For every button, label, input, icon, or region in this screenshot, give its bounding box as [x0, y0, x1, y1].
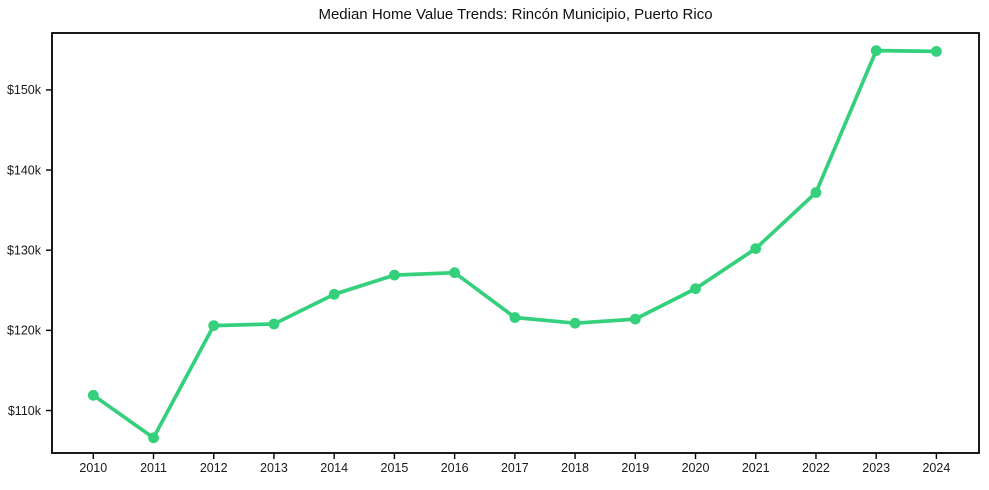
data-point	[148, 432, 159, 444]
data-point	[328, 288, 340, 300]
x-tick-label: 2024	[922, 461, 950, 475]
x-tick-label: 2010	[79, 461, 107, 475]
plot-frame	[51, 32, 980, 454]
y-tick-label: $140k	[7, 163, 42, 177]
x-tick-label: 2017	[501, 461, 529, 475]
data-point	[870, 45, 882, 56]
x-tick-label: 2015	[381, 461, 409, 475]
x-tick-label: 2019	[621, 461, 649, 475]
data-point	[449, 267, 460, 279]
data-point	[509, 312, 521, 323]
y-tick-label: $110k	[8, 404, 42, 418]
data-point	[931, 46, 942, 57]
data-point	[750, 243, 762, 255]
x-tick-label: 2023	[862, 461, 890, 475]
trend-line	[91, 48, 939, 440]
data-point	[690, 283, 701, 295]
x-tick-label: 2014	[320, 461, 348, 475]
x-tick-label: 2020	[682, 461, 710, 475]
data-point	[208, 320, 220, 331]
x-tick-label: 2021	[742, 461, 770, 475]
data-point	[810, 187, 822, 198]
x-tick-label: 2022	[802, 461, 830, 475]
x-tick-label: 2012	[200, 461, 228, 475]
x-tick-label: 2018	[561, 461, 589, 475]
y-tick-label: $130k	[7, 244, 42, 258]
data-point	[629, 313, 641, 325]
x-tick-label: 2013	[260, 461, 288, 475]
data-point	[569, 317, 581, 329]
y-tick-label: $120k	[7, 324, 42, 338]
data-point	[268, 318, 280, 330]
x-tick-label: 2016	[441, 461, 469, 475]
y-tick-label: $150k	[7, 83, 42, 97]
chart-title: Median Home Value Trends: Rincón Municip…	[318, 6, 713, 23]
data-point	[389, 269, 400, 281]
x-tick-label: 2011	[140, 461, 167, 475]
data-point	[87, 389, 99, 401]
